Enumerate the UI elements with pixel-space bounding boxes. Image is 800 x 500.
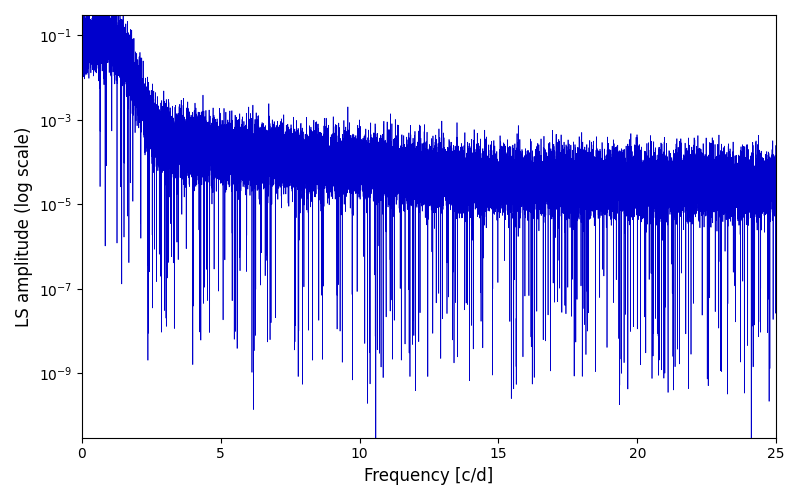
X-axis label: Frequency [c/d]: Frequency [c/d] xyxy=(364,467,494,485)
Y-axis label: LS amplitude (log scale): LS amplitude (log scale) xyxy=(15,126,33,326)
